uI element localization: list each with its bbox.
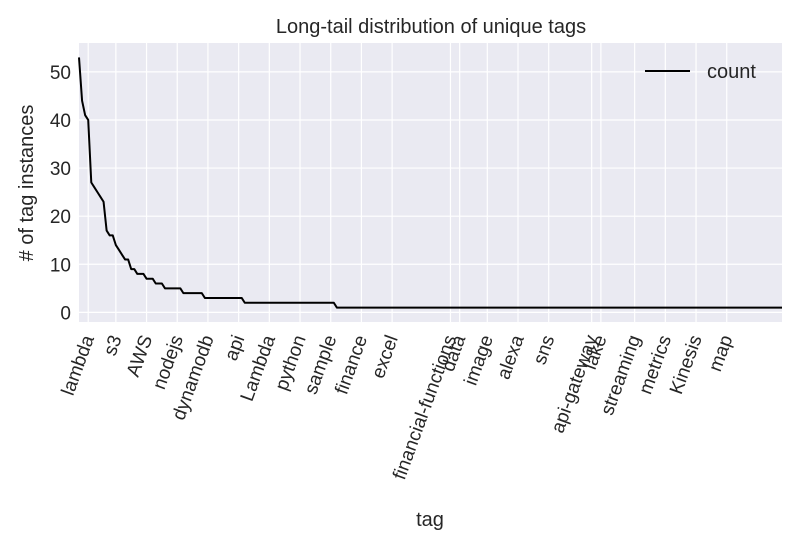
y-tick-label: 10 xyxy=(50,255,71,276)
y-tick-label: 20 xyxy=(50,207,71,228)
plot-area xyxy=(79,43,782,322)
legend-label-count: count xyxy=(707,61,756,83)
legend: count xyxy=(645,61,756,83)
series-layer xyxy=(78,57,782,309)
grid-lines xyxy=(79,43,782,322)
y-tick-labels: 0 10 20 30 40 50 xyxy=(50,63,71,325)
chart-title: Long-tail distribution of unique tags xyxy=(276,16,586,38)
x-axis-label: tag xyxy=(416,509,444,531)
y-tick-label: 0 xyxy=(60,303,71,324)
y-axis-label: # of tag instances xyxy=(16,105,38,262)
y-tick-label: 40 xyxy=(50,111,71,132)
y-tick-label: 50 xyxy=(50,63,71,84)
y-tick-label: 30 xyxy=(50,159,71,180)
series-line-count xyxy=(78,57,782,309)
